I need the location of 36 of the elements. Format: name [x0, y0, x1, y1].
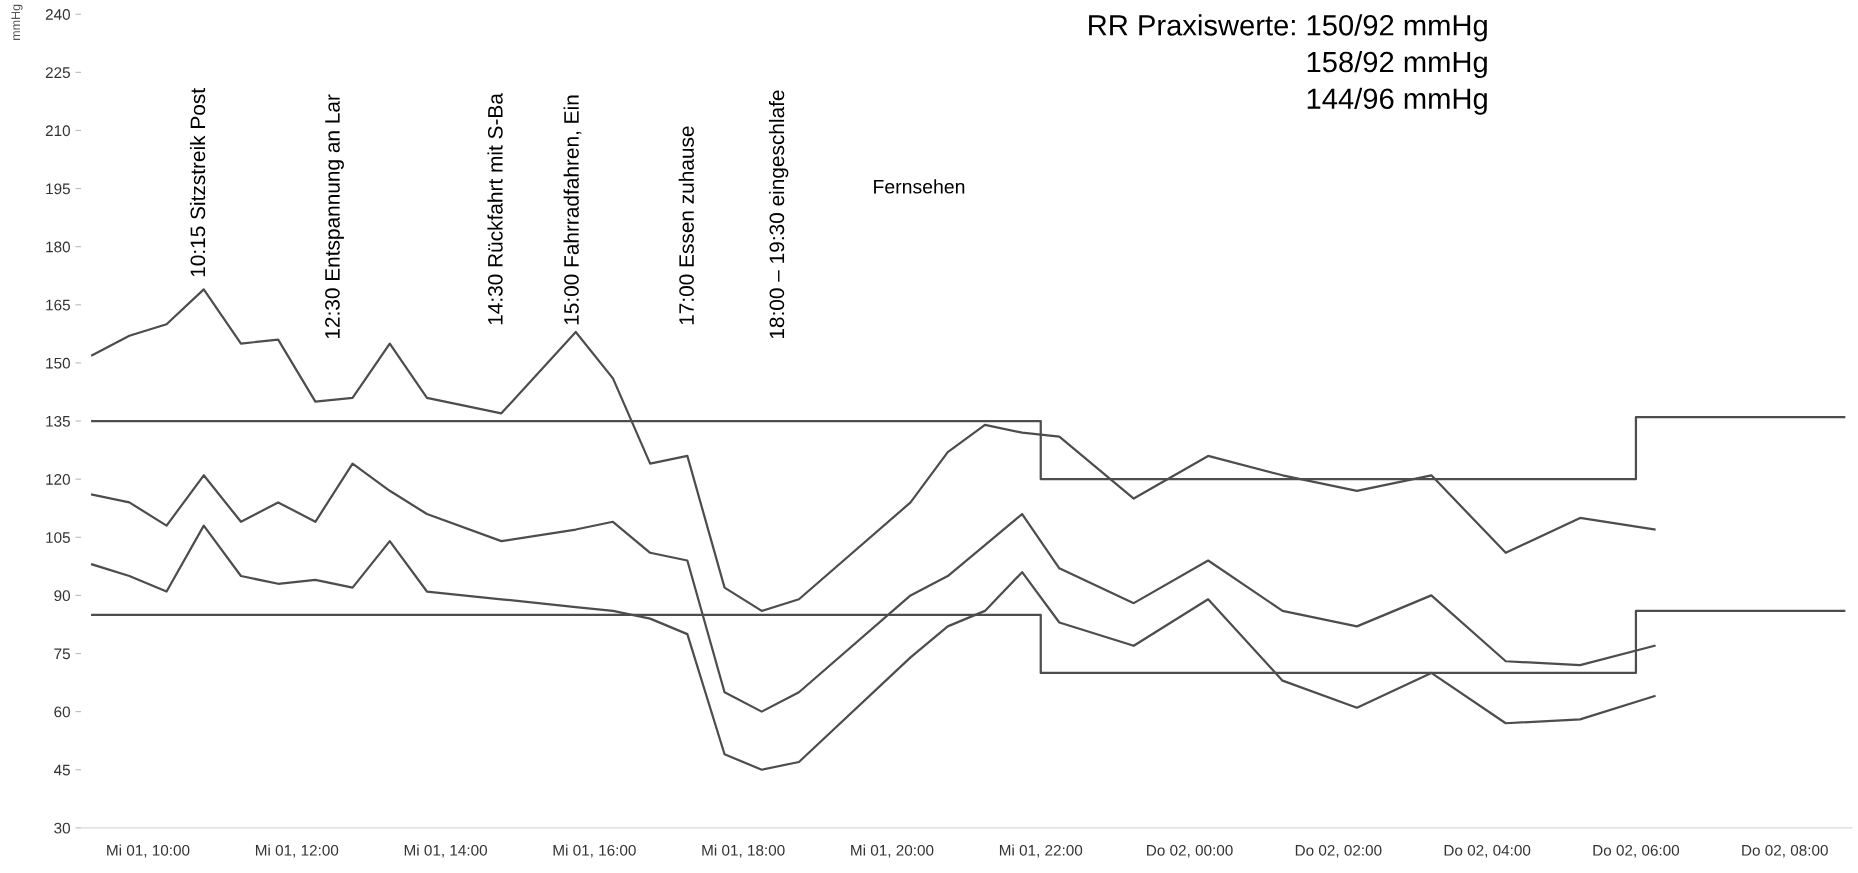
x-tick-label: Mi 01, 18:00	[702, 844, 785, 858]
text: RR Praxiswerte: 150/92 mmHg 158/92 mmHg 144/96 mmHg	[1089, 14, 1487, 115]
y-tick-label: 165	[46, 299, 70, 311]
y-tick-label: 120	[46, 474, 70, 485]
x-tick-label: Mi 01, 12:00	[255, 844, 339, 858]
y-tick-label: 75	[54, 648, 70, 660]
x-tick-label: Do 02, 08:00	[1742, 844, 1828, 858]
y-tick-label: 60	[54, 706, 70, 718]
y-tick-label: 90	[54, 590, 70, 602]
y-tick-label: 30	[54, 822, 70, 834]
x-tick-label: Do 02, 02:00	[1295, 844, 1382, 858]
x-tick-label: Mi 01, 22:00	[999, 844, 1083, 858]
x-tick-label: Mi 01, 20:00	[851, 844, 934, 858]
x-tick-label: Do 02, 04:00	[1444, 844, 1531, 858]
annotation: Fernsehen	[874, 179, 965, 194]
annotation: 14:30 Rückfahrt mit S-Ba	[487, 93, 503, 325]
y-tick-label: 240	[45, 9, 70, 20]
y-tick-label: 225	[45, 67, 70, 79]
x-tick-label: Mi 01, 14:00	[404, 844, 488, 858]
annotation: 18:00 – 19:30 eingeschlafe	[768, 90, 789, 339]
y-tick-label: 45	[53, 764, 70, 776]
x-tick-label: Mi 01, 10:00	[107, 844, 190, 858]
y-tick-label: 150	[46, 357, 70, 369]
y-tick-label: 180	[46, 241, 70, 253]
annotation: 17:00 Essen zuhause	[678, 126, 694, 325]
y-axis-title: mmHg	[11, 4, 23, 40]
annotation: 12:30 Entspannung an Lar	[325, 94, 344, 339]
y-tick-label: 135	[46, 415, 70, 427]
annotation: 15:00 Fahrradfahren, Ein	[563, 95, 582, 325]
x-tick-label: Do 02, 00:00	[1147, 844, 1233, 858]
y-tick-label: 210	[45, 125, 70, 137]
x-tick-label: Mi 01, 16:00	[553, 844, 636, 858]
x-tick-label: Do 02, 06:00	[1593, 844, 1680, 858]
y-tick-label: 195	[46, 183, 70, 195]
y-tick-label: 105	[46, 532, 70, 543]
annotation: 10:15 Sitzstreik Post	[189, 88, 206, 277]
